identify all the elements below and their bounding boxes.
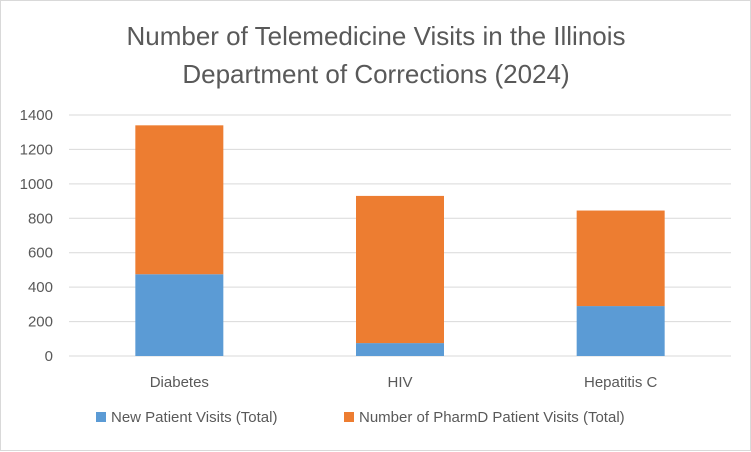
- y-tick-label: 400: [28, 279, 53, 296]
- y-tick-label: 1400: [20, 107, 53, 124]
- y-tick-label: 200: [28, 314, 53, 331]
- x-tick-label: Hepatitis C: [584, 374, 658, 391]
- bars: [135, 125, 665, 356]
- x-tick-label: HIV: [387, 374, 412, 391]
- bar-hepatitis-c-series-1: [576, 210, 665, 307]
- y-tick-label: 0: [45, 348, 53, 365]
- y-tick-label: 600: [28, 245, 53, 262]
- x-axis-ticks: Diabetes HIV Hepatitis C: [150, 374, 658, 391]
- bar-hepatitis-c-series-0: [576, 306, 665, 356]
- y-tick-label: 1000: [20, 176, 53, 193]
- legend-label: Number of PharmD Patient Visits (Total): [359, 409, 625, 426]
- legend-swatch: [344, 412, 354, 422]
- legend-swatch: [96, 412, 106, 422]
- y-tick-label: 800: [28, 210, 53, 227]
- bar-hiv-series-1: [356, 195, 444, 344]
- legend: New Patient Visits (Total) Number of Phar…: [96, 409, 625, 426]
- bar-hiv-series-0: [356, 343, 444, 356]
- legend-label: New Patient Visits (Total): [111, 409, 277, 426]
- bar-diabetes-series-1: [135, 125, 224, 275]
- chart-title-line-2: Department of Corrections (2024): [182, 59, 569, 89]
- chart-title-line-1: Number of Telemedicine Visits in the Ill…: [126, 21, 625, 51]
- x-tick-label: Diabetes: [150, 374, 209, 391]
- bar-diabetes-series-0: [135, 274, 224, 356]
- chart-title: Number of Telemedicine Visits in the Ill…: [126, 21, 625, 89]
- y-tick-label: 1200: [20, 141, 53, 158]
- y-axis-ticks: 0 200 400 600 800 1000 1200 1400: [20, 107, 53, 365]
